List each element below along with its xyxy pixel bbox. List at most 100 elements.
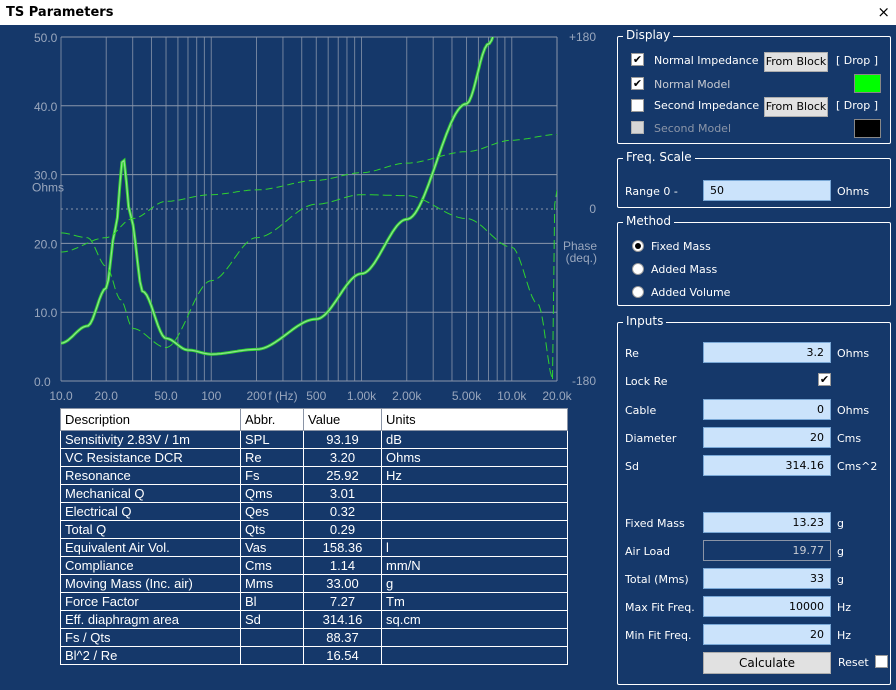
- range-input[interactable]: 50: [703, 180, 831, 201]
- fixed-mass-unit: g: [837, 517, 844, 530]
- cell-units: [381, 484, 568, 503]
- second-model-color-swatch[interactable]: [854, 119, 881, 138]
- total-mms-label: Total (Mms): [625, 573, 689, 586]
- min-fit-freq-label: Min Fit Freq.: [625, 629, 692, 642]
- cable-input[interactable]: 0: [703, 399, 831, 420]
- normal-impedance-checkbox[interactable]: ✔: [631, 53, 644, 66]
- x-tick-label: 200: [246, 389, 266, 403]
- x-tick-label: 500: [306, 389, 326, 403]
- cell-abbr: Vas: [240, 538, 304, 557]
- x-tick-label: 5.00k: [452, 389, 482, 403]
- cell-value: 158.36: [303, 538, 382, 557]
- table-row: VC Resistance DCR Re 3.20 Ohms: [60, 448, 568, 467]
- table-row: Moving Mass (Inc. air) Mms 33.00 g: [60, 574, 568, 593]
- col-header-value: Value: [303, 408, 382, 431]
- table-row: Bl^2 / Re 16.54: [60, 646, 568, 665]
- window-title: TS Parameters: [6, 5, 114, 20]
- right-axis-unit: (deq.): [566, 251, 597, 265]
- second-from-block-button[interactable]: From Block: [764, 97, 828, 117]
- air-load-value: 19.77: [703, 540, 831, 561]
- phase-tick-label: 0: [589, 202, 596, 216]
- min-fit-freq-input[interactable]: 20: [703, 624, 831, 645]
- cell-units: dB: [381, 430, 568, 449]
- max-fit-freq-input[interactable]: 10000: [703, 596, 831, 617]
- freq-scale-group-label: Freq. Scale: [623, 150, 695, 164]
- cell-units: [381, 646, 568, 665]
- range-label: Range 0 -: [625, 185, 678, 198]
- cell-abbr: Mms: [240, 574, 304, 593]
- fixed-mass-input[interactable]: 13.23: [703, 512, 831, 533]
- cell-abbr: Re: [240, 448, 304, 467]
- lock-re-checkbox[interactable]: ✔: [818, 373, 831, 386]
- normal-impedance-label: Normal Impedance: [654, 54, 759, 67]
- cell-abbr: Cms: [240, 556, 304, 575]
- y-tick-label: 50.0: [34, 31, 58, 45]
- table-row: Electrical Q Qes 0.32: [60, 502, 568, 521]
- normal-drop-link[interactable]: [ Drop ]: [836, 54, 879, 67]
- total-mms-input[interactable]: 33: [703, 568, 831, 589]
- second-model-checkbox[interactable]: [631, 121, 644, 134]
- table-row: Force Factor Bl 7.27 Tm: [60, 592, 568, 611]
- fixed-mass-radio-label: Fixed Mass: [651, 240, 711, 253]
- x-tick-label: 2.00k: [392, 389, 422, 403]
- y-tick-label: 10.0: [34, 306, 58, 320]
- close-icon[interactable]: ×: [877, 3, 890, 21]
- table-header-row: Description Abbr. Value Units: [60, 408, 568, 431]
- impedance-curve: [61, 37, 495, 356]
- second-impedance-checkbox[interactable]: [631, 99, 644, 112]
- cell-abbr: [240, 628, 304, 647]
- normal-from-block-button[interactable]: From Block: [764, 52, 828, 72]
- cell-abbr: Qes: [240, 502, 304, 521]
- cell-description: Equivalent Air Vol.: [60, 538, 241, 557]
- re-input[interactable]: 3.2: [703, 342, 831, 363]
- cell-units: g: [381, 574, 568, 593]
- impedance-chart: 50.040.030.020.010.00.0Ohms+1800-180Phas…: [32, 30, 597, 403]
- x-tick-label: 20.0k: [542, 389, 572, 403]
- cell-abbr: SPL: [240, 430, 304, 449]
- cell-description: Total Q: [60, 520, 241, 539]
- diameter-input[interactable]: 20: [703, 427, 831, 448]
- title-bar: TS Parameters ×: [0, 0, 896, 25]
- phase-tick-label: +180: [569, 30, 596, 44]
- fixed-mass-radio[interactable]: [632, 240, 644, 252]
- table-row: Equivalent Air Vol. Vas 158.36 l: [60, 538, 568, 557]
- phase-curve: [61, 189, 557, 380]
- range-unit: Ohms: [837, 185, 870, 198]
- method-group-label: Method: [623, 214, 675, 228]
- cell-value: 93.19: [303, 430, 382, 449]
- normal-model-color-swatch[interactable]: [854, 74, 881, 93]
- sd-input[interactable]: 314.16: [703, 455, 831, 476]
- second-drop-link[interactable]: [ Drop ]: [836, 99, 879, 112]
- re-unit: Ohms: [837, 347, 870, 360]
- cell-units: Tm: [381, 592, 568, 611]
- cell-value: 3.20: [303, 448, 382, 467]
- reset-label: Reset: [838, 656, 869, 669]
- fixed-mass-label: Fixed Mass: [625, 517, 685, 530]
- cell-description: Compliance: [60, 556, 241, 575]
- table-row: Compliance Cms 1.14 mm/N: [60, 556, 568, 575]
- added-volume-radio[interactable]: [632, 286, 644, 298]
- added-mass-radio-label: Added Mass: [651, 263, 718, 276]
- right-axis-unit: Phase: [563, 239, 597, 253]
- cell-units: Hz: [381, 466, 568, 485]
- reset-checkbox[interactable]: [875, 655, 888, 668]
- col-header-description: Description: [60, 408, 241, 431]
- y-tick-label: 20.0: [34, 237, 58, 251]
- cell-description: Moving Mass (Inc. air): [60, 574, 241, 593]
- phase-tick-label: -180: [572, 374, 596, 388]
- display-group: Display: [617, 28, 891, 144]
- cell-value: 3.01: [303, 484, 382, 503]
- added-mass-radio[interactable]: [632, 263, 644, 275]
- table-row: Sensitivity 2.83V / 1m SPL 93.19 dB: [60, 430, 568, 449]
- ts-parameters-table: Description Abbr. Value Units Sensitivit…: [60, 408, 568, 665]
- second-model-label: Second Model: [654, 122, 732, 135]
- normal-model-checkbox[interactable]: ✔: [631, 77, 644, 90]
- total-mms-unit: g: [837, 573, 844, 586]
- cell-abbr: Fs: [240, 466, 304, 485]
- cell-value: 314.16: [303, 610, 382, 629]
- cell-units: sq.cm: [381, 610, 568, 629]
- y-tick-label: 30.0: [34, 169, 58, 183]
- calculate-button[interactable]: Calculate: [703, 652, 831, 674]
- cell-abbr: [240, 646, 304, 665]
- cell-value: 0.32: [303, 502, 382, 521]
